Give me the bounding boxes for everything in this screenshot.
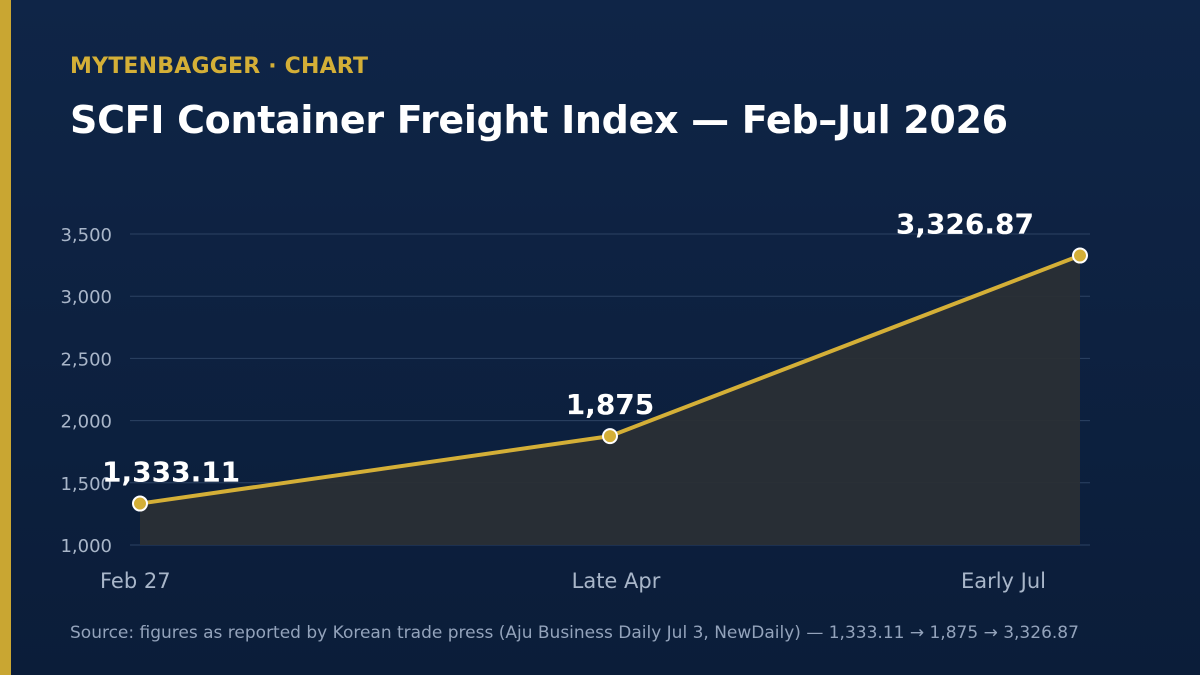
y-tick-label: 3,500	[60, 225, 112, 246]
data-point	[132, 495, 148, 512]
y-tick-label: 2,000	[60, 412, 112, 433]
y-axis-ticks: 1,000 1,500 2,000 2,500 3,000 3,500	[60, 225, 112, 557]
x-tick-label: Early Jul	[961, 569, 1046, 593]
data-label: 1,875	[566, 388, 655, 421]
y-tick-label: 2,500	[60, 349, 112, 370]
source-note: Source: figures as reported by Korean tr…	[70, 623, 1079, 643]
data-point	[602, 428, 618, 445]
y-tick-label: 1,000	[60, 536, 112, 557]
data-point	[1072, 247, 1088, 264]
data-points	[132, 247, 1088, 512]
area-fill	[140, 255, 1080, 546]
eyebrow-label: MYTENBAGGER · CHART	[70, 54, 369, 79]
data-label: 3,326.87	[896, 208, 1034, 241]
y-tick-label: 1,500	[60, 474, 112, 495]
data-labels: 1,333.11 1,875 3,326.87	[102, 208, 1034, 489]
y-tick-label: 3,000	[60, 287, 112, 308]
data-label: 1,333.11	[102, 456, 240, 489]
x-axis-ticks: Feb 27 Late Apr Early Jul	[100, 569, 1046, 593]
chart-title: SCFI Container Freight Index — Feb–Jul 2…	[70, 98, 1008, 142]
x-tick-label: Feb 27	[100, 569, 171, 593]
x-tick-label: Late Apr	[572, 569, 661, 593]
accent-bar	[0, 0, 11, 675]
